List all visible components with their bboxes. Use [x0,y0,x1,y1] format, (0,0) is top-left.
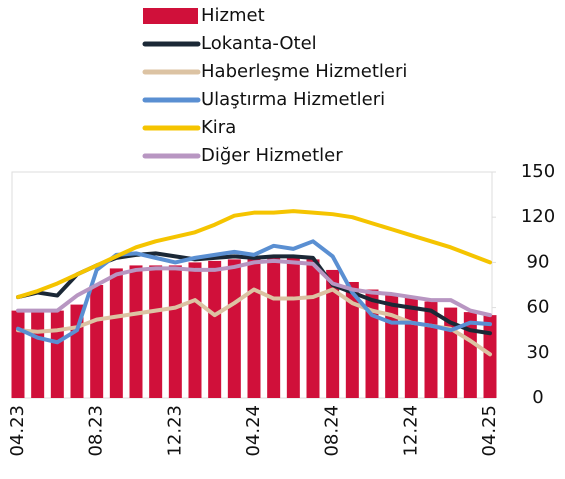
bar [404,297,418,398]
legend-label: Kira [201,117,236,138]
y-tick-label: 150 [521,161,555,182]
bar [483,315,497,398]
bar [90,285,104,398]
bar [129,265,143,398]
bar [50,310,64,398]
bar [385,294,399,398]
legend-label: Haberleşme Hizmetleri [201,61,407,82]
legend-label: Diğer Hizmetler [201,145,343,166]
line [16,258,492,318]
bar [463,312,477,398]
bar [109,268,123,398]
bar [227,259,241,398]
x-tick-label: 08.23 [86,405,107,457]
bar [365,289,379,398]
line [16,239,492,345]
y-tick-label: 60 [527,297,550,318]
x-tick-label: 04.24 [243,405,264,457]
y-tick-label: 120 [521,206,555,227]
bar [345,281,359,398]
x-tick-label: 08.24 [322,405,343,457]
y-tick-label: 90 [527,251,550,272]
y-tick-label: 30 [527,342,550,363]
bar [208,260,222,398]
bar [168,265,182,398]
legend-label: Hizmet [201,5,265,26]
bar [247,257,261,398]
bar [149,265,163,398]
bar [286,257,300,398]
legend-swatch [143,8,198,24]
x-tick-label: 04.23 [7,405,28,457]
bar [326,269,340,398]
x-tick-label: 12.24 [400,405,421,457]
bar [11,310,25,398]
bar [424,301,438,398]
bar [267,256,281,398]
x-tick-label: 04.25 [479,405,500,457]
legend-label: Lokanta-Otel [201,33,317,54]
line [16,209,492,300]
bar [188,262,202,398]
y-tick-label: 0 [532,387,543,408]
bar [31,312,45,398]
x-tick-label: 12.23 [164,405,185,457]
legend-label: Ulaştırma Hizmetleri [201,89,385,110]
bar [306,259,320,398]
